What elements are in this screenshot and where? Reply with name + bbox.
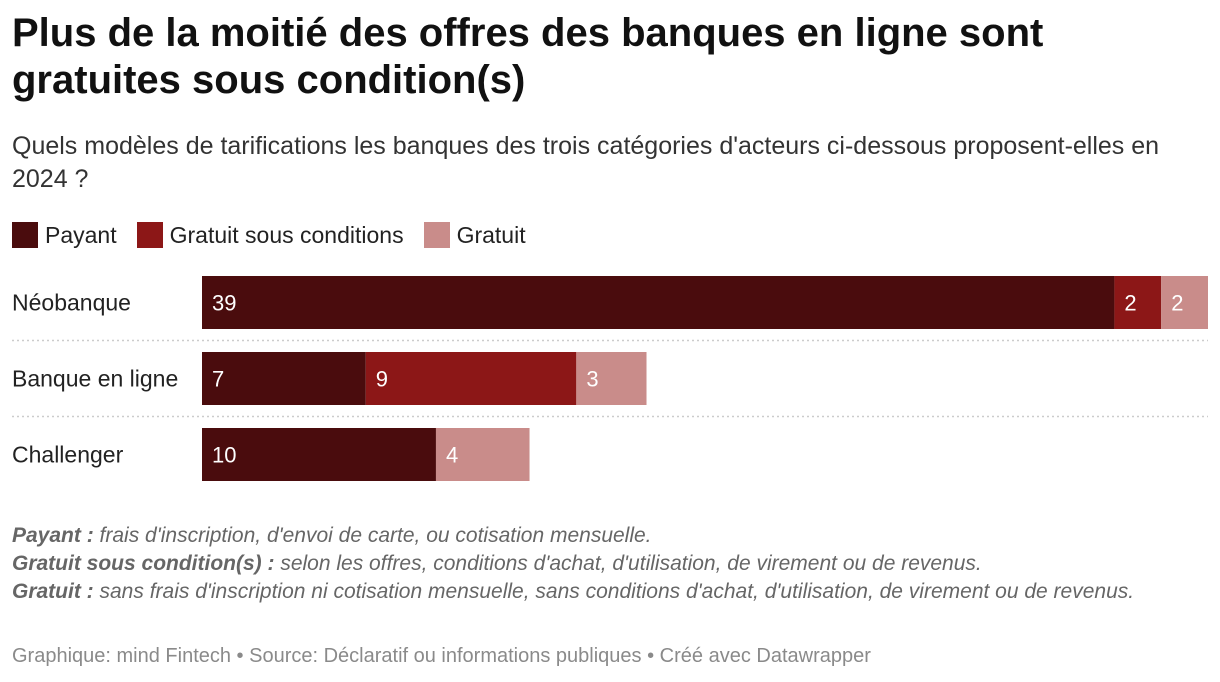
legend-label-gratuit-sous-conditions: Gratuit sous conditions — [169, 221, 404, 248]
legend-label-payant: Payant — [45, 221, 117, 248]
chart-legend: Payant Gratuit sous conditions Gratuit — [12, 219, 546, 251]
legend-item-gratuit: Gratuit — [423, 221, 526, 249]
note-gratuit: Gratuit : sans frais d'inscription ni co… — [12, 578, 1207, 606]
data-label-neobanque-payant: 39 — [212, 291, 236, 316]
category-label-challenger: Challenger — [12, 442, 124, 468]
note-label-gratuit: Gratuit : — [12, 580, 94, 603]
note-gratuit-sous-conditions: Gratuit sous condition(s) : selon les of… — [12, 550, 1207, 578]
bar-challenger-payant — [202, 428, 436, 481]
bar-banque-en-ligne-gratuit — [576, 352, 647, 405]
note-label-payant: Payant : — [12, 524, 94, 547]
data-label-banque-en-ligne-payant: 7 — [212, 367, 224, 392]
data-label-neobanque-gratuit-sous-conditions: 2 — [1124, 291, 1136, 316]
bar-neobanque-gratuit — [1161, 276, 1208, 329]
category-label-banque-en-ligne: Banque en ligne — [12, 366, 178, 392]
data-label-banque-en-ligne-gratuit-sous-conditions: 9 — [376, 367, 388, 392]
bar-neobanque-payant — [202, 276, 1115, 329]
legend-item-gratuit-sous-conditions: Gratuit sous conditions — [136, 221, 404, 249]
bar-banque-en-ligne-payant — [202, 352, 366, 405]
bar-neobanque-gratuit-sous-conditions — [1114, 276, 1162, 329]
chart-footer: Graphique: mind Fintech • Source: Déclar… — [12, 645, 871, 667]
chart-subtitle: Quels modèles de tarifications les banqu… — [12, 132, 1160, 193]
legend-swatch-gratuit-sous-conditions — [136, 222, 163, 248]
legend-item-payant: Payant — [12, 222, 117, 249]
stacked-bar-chart: Néobanque 39 2 2 Banque en ligne 7 9 3 Challenge… — [12, 276, 1208, 481]
data-label-banque-en-ligne-gratuit: 3 — [586, 367, 598, 392]
legend-swatch-payant — [12, 222, 38, 248]
note-label-gratuit-sous-conditions: Gratuit sous condition(s) : — [12, 552, 275, 575]
note-text-payant: frais d'inscription, d'envoi de carte, o… — [93, 524, 652, 547]
chart-title: Plus de la moitié des offres des banques… — [12, 11, 1044, 102]
note-text-gratuit-sous-conditions: selon les offres, conditions d'achat, d'… — [274, 552, 982, 575]
data-label-neobanque-gratuit: 2 — [1171, 291, 1183, 316]
chart-notes: Payant : frais d'inscription, d'envoi de… — [12, 522, 1207, 606]
category-label-neobanque: Néobanque — [12, 290, 131, 316]
bar-banque-en-ligne-gratuit-sous-conditions — [365, 352, 577, 405]
legend-label-gratuit: Gratuit — [456, 221, 526, 248]
legend-swatch-gratuit — [423, 222, 450, 248]
note-text-gratuit: sans frais d'inscription ni cotisation m… — [93, 580, 1135, 603]
note-payant: Payant : frais d'inscription, d'envoi de… — [12, 522, 1207, 550]
bar-challenger-gratuit — [435, 428, 530, 481]
data-label-challenger-payant: 10 — [212, 443, 236, 468]
data-label-challenger-gratuit: 4 — [446, 443, 458, 468]
